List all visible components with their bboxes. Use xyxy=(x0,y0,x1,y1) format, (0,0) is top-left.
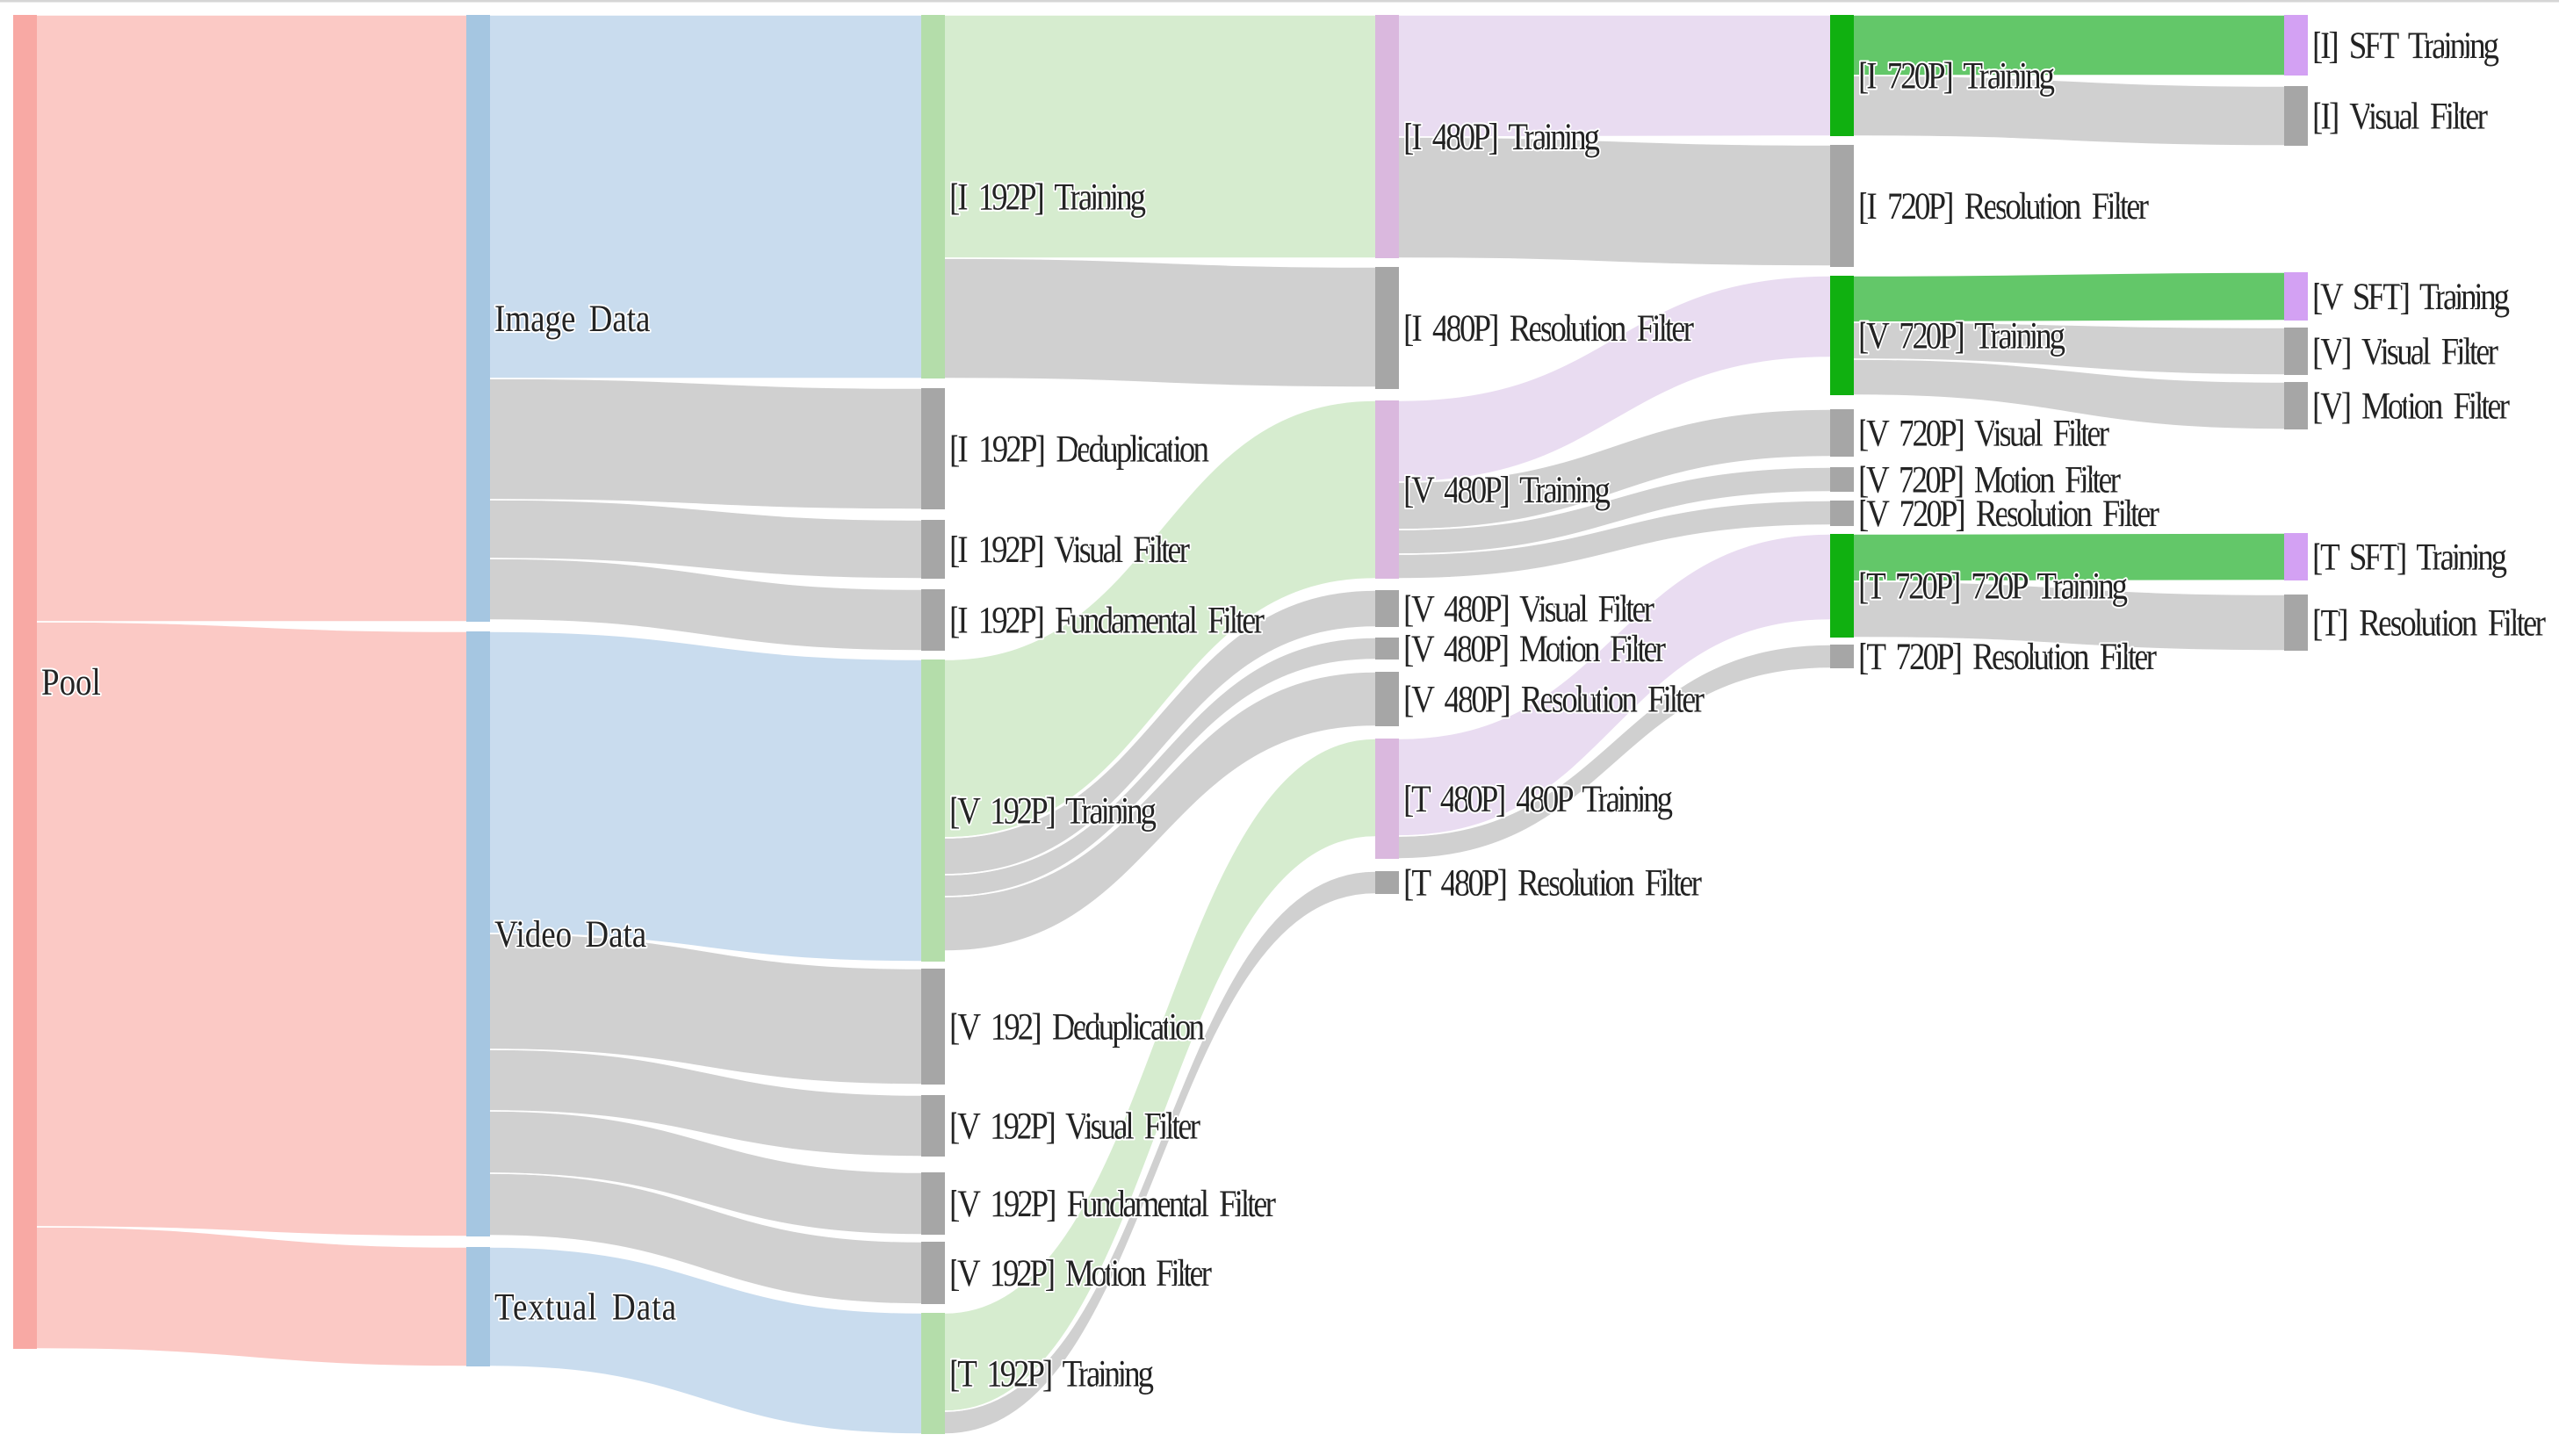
svg-text:[V 192P] Fundamental Filter: [V 192P] Fundamental Filter xyxy=(949,1182,1277,1224)
svg-text:[I 480P] Training: [I 480P] Training xyxy=(1403,115,1600,157)
svg-text:[V 192P] Motion Filter: [V 192P] Motion Filter xyxy=(949,1251,1213,1294)
svg-text:[V] Motion Filter: [V] Motion Filter xyxy=(2312,385,2511,427)
svg-text:Textual Data: Textual Data xyxy=(494,1286,676,1328)
svg-text:[V 720P] Motion Filter: [V 720P] Motion Filter xyxy=(1858,458,2122,501)
svg-text:[V 480P] Resolution Filter: [V 480P] Resolution Filter xyxy=(1403,678,1705,720)
svg-text:[T SFT] Training: [T SFT] Training xyxy=(2312,536,2507,578)
svg-text:[V] Visual Filter: [V] Visual Filter xyxy=(2312,330,2499,372)
svg-text:[I 480P] Resolution Filter: [I 480P] Resolution Filter xyxy=(1403,306,1695,349)
svg-text:Image Data: Image Data xyxy=(494,297,651,339)
svg-text:[I 192P] Deduplication: [I 192P] Deduplication xyxy=(949,428,1209,470)
svg-text:[V 192] Deduplication: [V 192] Deduplication xyxy=(949,1006,1205,1048)
svg-text:[T 192P] Training: [T 192P] Training xyxy=(949,1352,1154,1395)
svg-text:[T 480P] 480P Training: [T 480P] 480P Training xyxy=(1403,777,1673,819)
svg-text:[V SFT] Training: [V SFT] Training xyxy=(2312,275,2510,317)
svg-text:Pool: Pool xyxy=(41,660,101,703)
svg-text:[V 720P] Training: [V 720P] Training xyxy=(1858,314,2065,357)
svg-text:[V 480P] Visual Filter: [V 480P] Visual Filter xyxy=(1403,587,1655,630)
svg-text:[I 720P] Training: [I 720P] Training xyxy=(1858,54,2055,97)
svg-text:[V 192P] Training: [V 192P] Training xyxy=(949,789,1157,832)
svg-text:[I 192P] Fundamental Filter: [I 192P] Fundamental Filter xyxy=(949,599,1265,641)
svg-text:[V 480P] Motion Filter: [V 480P] Motion Filter xyxy=(1403,627,1667,669)
svg-text:[T] Resolution Filter: [T] Resolution Filter xyxy=(2312,602,2547,644)
svg-text:[T 720P] 720P Training: [T 720P] 720P Training xyxy=(1858,565,2128,607)
svg-text:[I 720P] Resolution Filter: [I 720P] Resolution Filter xyxy=(1858,184,2150,227)
svg-text:[I] SFT Training: [I] SFT Training xyxy=(2312,24,2499,66)
svg-text:[T 720P] Resolution Filter: [T 720P] Resolution Filter xyxy=(1858,635,2158,677)
svg-text:[V 720P] Visual Filter: [V 720P] Visual Filter xyxy=(1858,412,2110,454)
svg-text:[T 480P] Resolution Filter: [T 480P] Resolution Filter xyxy=(1403,861,1703,904)
svg-text:Video Data: Video Data xyxy=(494,912,646,955)
svg-text:[V 192P] Visual Filter: [V 192P] Visual Filter xyxy=(949,1105,1201,1147)
svg-text:[V 480P] Training: [V 480P] Training xyxy=(1403,468,1611,510)
svg-text:[V 720P] Resolution Filter: [V 720P] Resolution Filter xyxy=(1858,492,2160,534)
svg-text:[I 192P] Training: [I 192P] Training xyxy=(949,176,1146,218)
svg-text:[I] Visual Filter: [I] Visual Filter xyxy=(2312,95,2489,137)
svg-text:[I 192P] Visual Filter: [I 192P] Visual Filter xyxy=(949,528,1191,570)
